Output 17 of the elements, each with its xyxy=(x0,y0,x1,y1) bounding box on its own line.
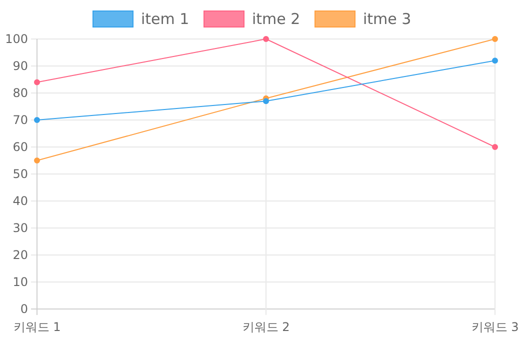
y-tick-label: 40 xyxy=(12,194,28,208)
x-tick-label: 키워드 2 xyxy=(242,320,290,334)
y-tick-label: 70 xyxy=(12,113,28,127)
y-tick-label: 60 xyxy=(12,140,28,154)
x-tick-label: 키워드 3 xyxy=(471,320,519,334)
legend-label: item 1 xyxy=(141,10,190,28)
y-tick-label: 20 xyxy=(12,248,28,262)
y-tick-label: 50 xyxy=(12,167,28,181)
y-tick-label: 0 xyxy=(20,302,28,316)
legend-label: itme 3 xyxy=(363,10,412,28)
y-tick-label: 90 xyxy=(12,59,28,73)
legend-label: itme 2 xyxy=(252,10,300,28)
y-tick-label: 30 xyxy=(12,221,28,235)
x-tick-label: 키워드 1 xyxy=(13,320,61,334)
y-tick-label: 10 xyxy=(12,275,28,289)
y-tick-label: 80 xyxy=(12,86,28,100)
y-tick-label: 100 xyxy=(5,32,28,46)
